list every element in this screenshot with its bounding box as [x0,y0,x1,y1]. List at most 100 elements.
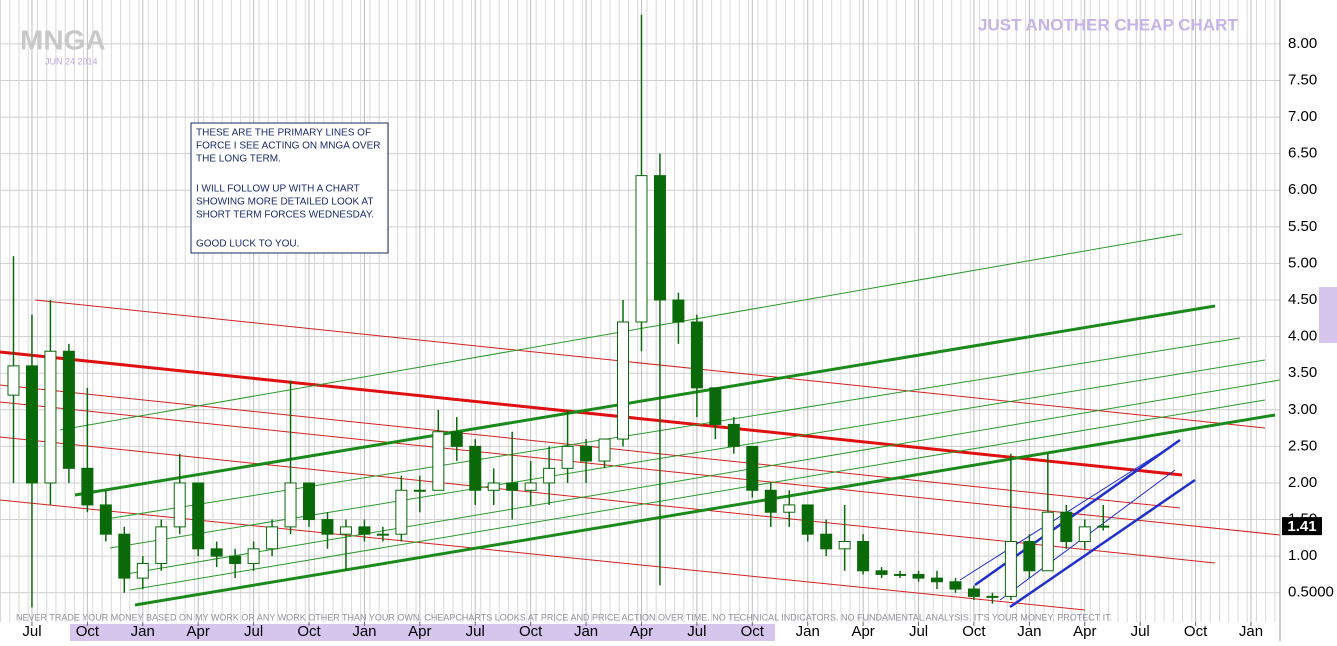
y-tick-label: 2.00 [1288,474,1317,491]
y-tick-label: 3.00 [1288,401,1317,418]
x-tick-label: Jul [22,623,41,640]
candle-body [1041,511,1054,572]
x-tick-label: Oct [519,623,543,640]
x-tick-label: Oct [741,623,765,640]
candle-body [894,573,907,576]
candle-body [967,588,980,597]
x-tick-label: Apr [408,623,431,640]
candle-body [672,299,685,323]
x-tick-label: Apr [1073,623,1096,640]
candle-body [44,350,57,484]
candle-body [912,573,925,579]
candle-body [561,445,574,469]
candle-body [783,504,796,513]
candle-body [543,467,556,484]
x-axis-highlight [70,624,775,641]
candle-body [598,438,611,462]
candle-body [155,526,168,564]
axes: 0.50001.001.502.002.503.003.504.004.505.… [22,35,1334,640]
date: JUN 24 2014 [45,56,98,66]
candle-body [1023,541,1036,572]
footnote: NEVER TRADE YOUR MONEY BASED ON MY WORK … [16,612,1112,622]
candle-body [450,431,463,447]
candle-body [210,548,223,557]
candle-body [635,175,648,323]
candle-body [25,365,38,484]
x-tick-label: Oct [962,623,986,640]
last-price-box [1282,517,1322,536]
candle-body [506,482,519,491]
scroll-widget [1319,287,1337,343]
candle-body [1004,541,1017,597]
candle-body [62,350,75,469]
x-tick-label: Apr [630,623,653,640]
x-tick-label: Jan [1239,623,1263,640]
y-tick-label: 1.00 [1288,547,1317,564]
x-tick-label: Oct [1184,623,1208,640]
candle-body [875,570,888,575]
y-tick-label: 6.50 [1288,145,1317,162]
x-tick-label: Jul [1131,623,1150,640]
candle-body [358,526,371,535]
candle-body [136,562,149,579]
note-line: GOOD LUCK TO YOU. [196,239,299,250]
x-tick-label: Jan [1017,623,1041,640]
candle-body [801,504,814,535]
candle-body [986,595,999,598]
chart-title: JUST ANOTHER CHEAP CHART [978,15,1238,34]
y-tick-label: 7.00 [1288,108,1317,125]
x-tick-label: Jan [796,623,820,640]
x-tick-label: Jan [352,623,376,640]
x-tick-label: Oct [297,623,321,640]
y-tick-label: 8.00 [1288,35,1317,52]
candle-body [118,533,131,579]
last-price: 1.41 [1287,518,1316,535]
note-box [190,122,389,254]
symbol: MNGA [20,24,106,55]
candle-body [192,482,205,550]
note-line: SHORT TERM FORCES WEDNESDAY. [196,210,374,221]
candle-body [413,489,426,492]
y-tick-label: 6.00 [1288,181,1317,198]
x-tick-label: Jul [909,623,928,640]
note-line: FORCE I SEE ACTING ON MNGA OVER [196,141,380,152]
x-tick-label: Jul [466,623,485,640]
candle-body [1060,511,1073,543]
candle-body [580,445,593,462]
candle-body [376,533,389,536]
y-tick-label: 5.00 [1288,254,1317,271]
candle-body [247,548,260,564]
y-tick-label: 7.50 [1288,71,1317,88]
candle-body [432,431,445,491]
x-tick-label: Oct [76,623,100,640]
candle-body [395,489,408,535]
candle-body [173,482,186,528]
candle-body [1097,525,1110,528]
candle-body [838,541,851,550]
y-tick-label: 4.50 [1288,291,1317,308]
candle-body [99,504,112,535]
candle-body [727,423,740,447]
y-tick-label: 4.00 [1288,328,1317,345]
x-tick-label: Jan [574,623,598,640]
candle-body [1078,526,1091,543]
y-tick-label: 5.50 [1288,218,1317,235]
candle-body [7,365,20,396]
candle-body [81,467,94,506]
candle-body [524,482,537,491]
candle-body [266,526,279,550]
candles [7,14,1110,608]
candle-body [339,526,352,535]
note-line: THESE ARE THE PRIMARY LINES OF [196,128,371,139]
candle-body [469,445,482,491]
candle-body [321,519,334,535]
x-tick-label: Jul [687,623,706,640]
candle-body [303,482,316,521]
x-tick-label: Apr [187,623,210,640]
y-tick-label: 3.50 [1288,364,1317,381]
candle-body [617,321,630,440]
candle-body [820,533,833,550]
candle-body [229,555,242,564]
